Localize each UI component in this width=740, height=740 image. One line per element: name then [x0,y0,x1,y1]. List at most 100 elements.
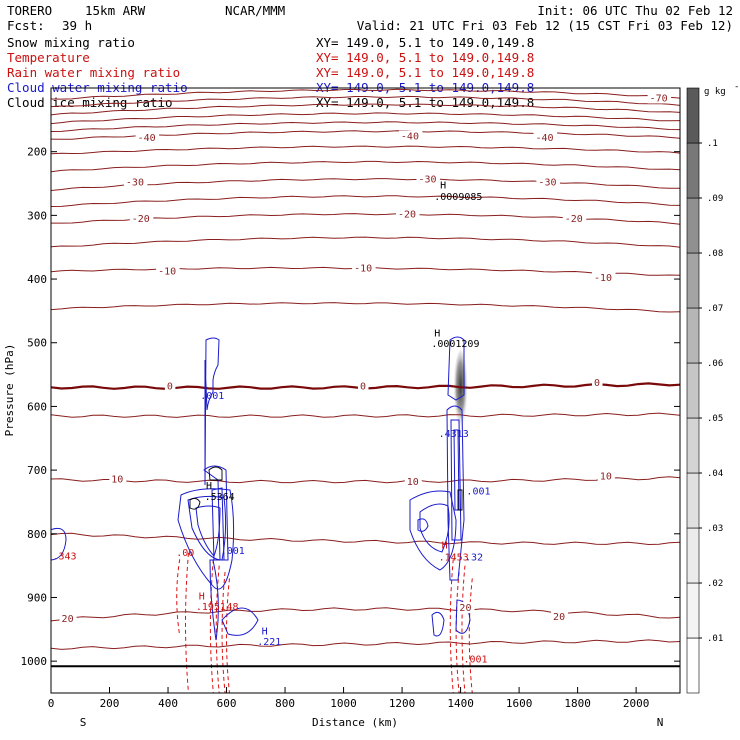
x-tick-label: 1000 [330,697,357,710]
cloud-ice-contour [189,497,201,510]
isotherm-line [51,195,680,207]
colorbar-bin [686,582,700,639]
x-axis-right-end: N [657,716,664,729]
field-annotation: .1453 [439,553,469,564]
isotherm-label: 0 [594,378,600,389]
x-tick-label: 0 [48,697,55,710]
rain-contour [468,578,473,693]
cloud-water-contour [195,505,221,557]
isotherm-label-bg [357,380,369,392]
y-tick-label: 400 [27,273,47,286]
field-annotation: H [206,481,212,492]
colorbar-label: .04 [707,469,723,479]
isotherm-line [51,302,680,313]
isotherm-label-bg [597,470,615,482]
isotherm-label-bg [395,208,420,220]
isotherm-label: 10 [111,474,123,485]
rain-contour [455,571,460,693]
field-annotation: .001 [200,391,224,402]
cloud-water-contour [447,336,465,401]
isotherm-line [51,145,680,155]
y-tick-label: 300 [27,209,47,222]
colorbar-bin [686,142,700,199]
cloud-water-contour [211,487,225,561]
isotherm-line [51,88,680,100]
isotherm-line [51,95,680,108]
isotherm-line [51,121,680,132]
colorbar-label: .1 [707,139,718,149]
model-name: TORERO [7,3,52,18]
isotherm-label-bg [129,212,154,224]
x-tick-label: 1400 [447,697,474,710]
isotherm-line [51,112,680,125]
colorbar-bin [686,417,700,474]
isotherm-label-bg [398,130,423,142]
isotherm-label: 0 [360,381,366,392]
rain-contour [449,559,454,693]
isotherm-line [51,160,680,173]
colorbar-label: .01 [707,634,723,644]
plot-content: -70 -40 -40 -40 -30 -30 -30 -20 -20 -20 -10 -10 -10 0… [51,88,680,693]
model-resolution: 15km ARW [85,3,146,18]
field-annotation: .343 [52,551,76,562]
isotherm-line [51,476,680,484]
valid-time: Valid: 21 UTC Fri 03 Feb 12 (15 CST Fri … [357,18,733,33]
y-tick-label: 900 [27,591,47,604]
colorbar-bin [686,87,700,144]
y-tick-label: 500 [27,337,47,350]
colorbar-label: .03 [707,524,723,534]
isotherm-line [51,236,680,248]
isotherm-line [51,607,680,622]
colorbar-label: .09 [707,194,723,204]
x-tick-label: 1200 [389,697,416,710]
rain-contour [176,559,181,636]
isotherm-label: -10 [158,267,176,278]
legend-item-coords: XY= 149.0, 5.1 to 149.0,149.8 [316,95,534,110]
field-annotation: .1951 [196,602,226,613]
x-axis-left-end: S [80,716,87,729]
y-tick-label: 800 [27,528,47,541]
isotherm-label-bg [404,475,422,487]
y-tick-label: 700 [27,464,47,477]
x-tick-label: 1600 [506,697,533,710]
legend-item-name: Snow mixing ratio [7,35,135,50]
field-annotation: H [262,626,268,637]
legend-item-coords: XY= 149.0, 5.1 to 149.0,149.8 [316,65,534,80]
y-tick-label: 200 [27,146,47,159]
isotherm-label: -40 [138,133,156,144]
colorbar-unit: g kg [704,87,726,97]
forecast-hour: 39 h [62,18,92,33]
isotherm-label: -10 [594,273,612,284]
isotherm-line [51,103,680,116]
x-tick-label: 600 [217,697,237,710]
rain-contour [221,571,226,693]
colorbar-label: .08 [707,249,723,259]
isotherm-label: -40 [535,133,553,144]
isotherm-label: -30 [126,178,144,189]
field-annotation: .00 [176,548,194,559]
isotherm-label-bg [536,176,560,188]
isotherm-label-bg [164,380,176,392]
x-tick-label: 2000 [623,697,650,710]
isotherm-label: -20 [565,214,583,225]
forecast-label: Fcst: [7,18,45,33]
colorbar-bin [686,252,700,309]
cloud-water-contour [450,419,462,541]
field-annotation: .0001209 [431,339,479,350]
cloud-water-contour [417,518,429,532]
cloud-water-contour [221,607,259,636]
cloud-water-contour [51,527,67,561]
colorbar-bin [686,307,700,364]
field-annotation: H [199,591,205,602]
isotherm-label: 20 [459,603,471,614]
cloud-water-contour [446,405,465,581]
rain-contour [215,565,220,693]
field-annotation: .4313 [439,429,469,440]
colorbar-unit-exponent: -1 [734,82,740,92]
field-annotation: 48 [227,602,239,613]
x-tick-label: 1800 [564,697,591,710]
isotherm-label-bg [59,612,77,624]
x-tick-label: 800 [275,697,295,710]
cloud-water-contour [431,611,445,637]
